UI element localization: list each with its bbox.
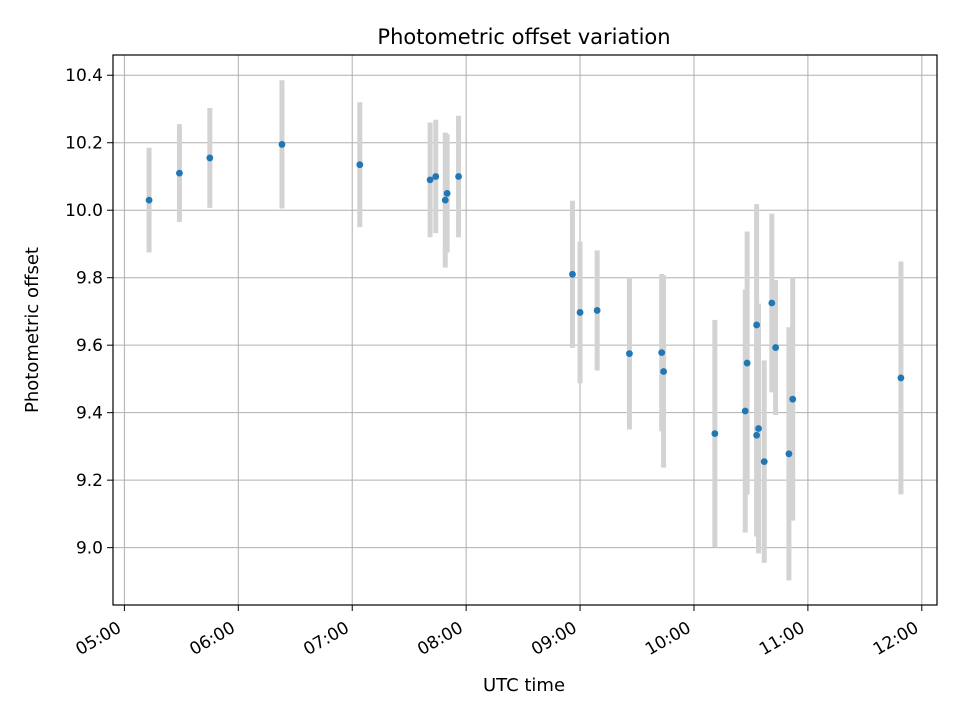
data-point xyxy=(426,176,434,184)
x-axis-label: UTC time xyxy=(483,675,565,696)
data-point xyxy=(711,430,719,437)
chart-title: Photometric offset variation xyxy=(377,25,670,49)
data-point xyxy=(772,344,780,351)
data-point xyxy=(206,154,214,162)
y-tick-label: 9.0 xyxy=(76,539,103,559)
y-tick-label: 9.6 xyxy=(76,336,103,356)
data-point xyxy=(897,374,905,382)
data-point xyxy=(443,189,451,197)
data-point xyxy=(658,349,666,357)
data-points xyxy=(145,141,905,465)
data-point xyxy=(569,270,576,278)
y-axis: 9.0 9.2 9.4 9.6 9.8 10.0 10.2 10.4 xyxy=(65,66,113,559)
data-point xyxy=(753,321,761,329)
y-tick-label: 10.0 xyxy=(65,201,103,221)
y-axis-label: Photometric offset xyxy=(22,247,43,413)
data-point xyxy=(785,450,793,458)
data-point xyxy=(576,309,584,316)
y-tick-label: 10.4 xyxy=(65,66,103,86)
y-tick-label: 9.4 xyxy=(76,404,103,424)
data-point xyxy=(441,196,449,204)
data-point xyxy=(432,173,440,180)
y-tick-label: 10.2 xyxy=(65,134,103,154)
plot-frame xyxy=(112,54,938,606)
data-point xyxy=(593,307,601,314)
data-point xyxy=(455,173,462,180)
data-point xyxy=(743,359,751,367)
data-point xyxy=(768,299,776,307)
data-point xyxy=(660,368,667,375)
data-point xyxy=(356,161,364,169)
data-point xyxy=(741,407,749,415)
data-point xyxy=(789,395,797,403)
data-point xyxy=(176,169,183,177)
data-point xyxy=(145,196,153,204)
data-point xyxy=(753,431,761,439)
data-point xyxy=(760,458,768,465)
data-point xyxy=(755,425,762,432)
data-point xyxy=(278,141,286,148)
y-tick-label: 9.8 xyxy=(76,269,103,289)
data-point xyxy=(626,350,633,358)
y-tick-label: 9.2 xyxy=(76,471,103,491)
